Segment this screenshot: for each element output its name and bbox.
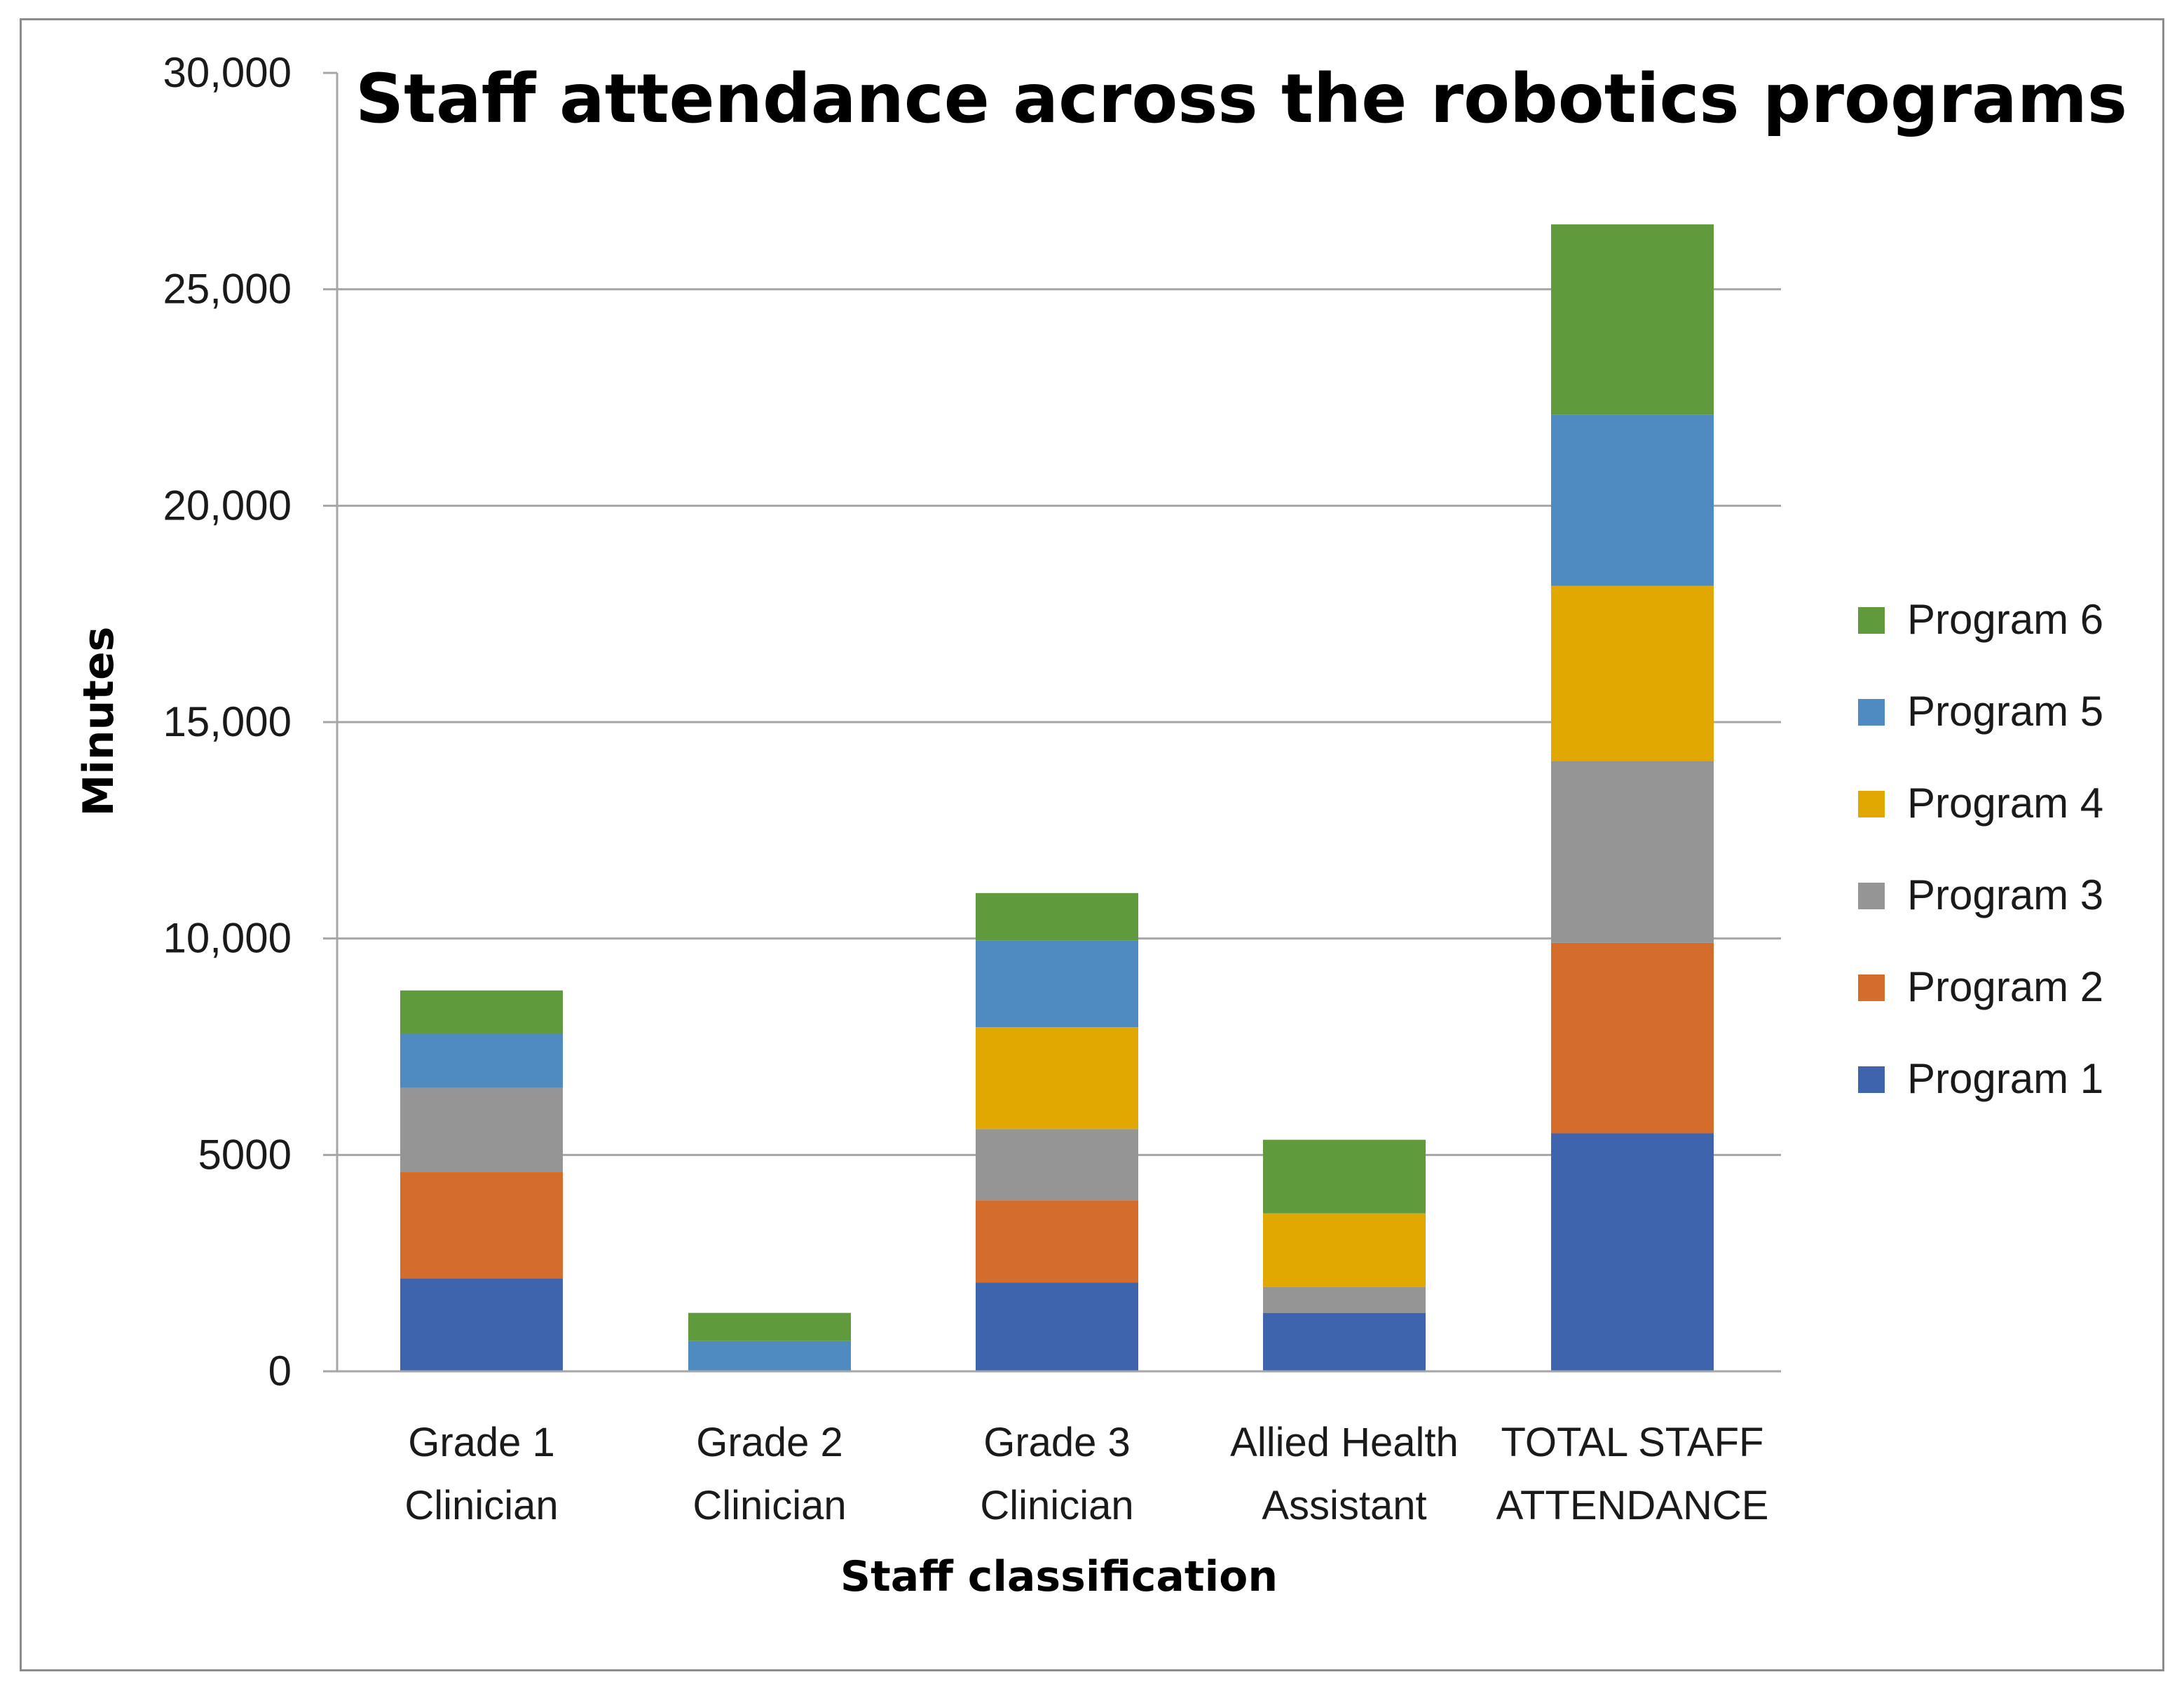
bar-segment-program-5 bbox=[976, 940, 1138, 1028]
chart-title: Staff attendance across the robotics pro… bbox=[355, 60, 2127, 138]
bar-segment-program-6 bbox=[1263, 1139, 1426, 1214]
chart-frame: Staff attendance across the robotics pro… bbox=[20, 18, 2164, 1671]
x-category-label: Clinician bbox=[404, 1483, 558, 1528]
legend-label: Program 6 bbox=[1907, 596, 2103, 643]
bar-segment-program-4 bbox=[1551, 585, 1714, 761]
bar-segment-program-1 bbox=[976, 1282, 1138, 1371]
axes bbox=[323, 72, 1781, 1373]
bar-segment-program-6 bbox=[976, 892, 1138, 941]
bar-segment-program-3 bbox=[400, 1087, 563, 1173]
bar-segment-program-3 bbox=[1551, 761, 1714, 943]
legend-swatch bbox=[1858, 974, 1885, 1001]
y-tick-label: 5000 bbox=[198, 1131, 292, 1178]
y-tick-label: 10,000 bbox=[163, 915, 292, 962]
bar-segment-program-3 bbox=[1263, 1286, 1426, 1313]
legend-label: Program 3 bbox=[1907, 871, 2103, 918]
y-tick-label: 20,000 bbox=[163, 482, 292, 529]
bar-segment-program-5 bbox=[1551, 414, 1714, 586]
legend-swatch bbox=[1858, 1066, 1885, 1093]
gridlines bbox=[337, 288, 1781, 1156]
bar-segment-program-6 bbox=[1551, 224, 1714, 415]
chart-svg: Staff attendance across the robotics pro… bbox=[74, 49, 2127, 1601]
bars bbox=[400, 224, 1714, 1371]
legend-swatch bbox=[1858, 607, 1885, 634]
bar-segment-program-5 bbox=[400, 1033, 563, 1088]
y-tick-label: 25,000 bbox=[163, 266, 292, 313]
bar-segment-program-4 bbox=[976, 1027, 1138, 1129]
x-category-label: Allied Health bbox=[1230, 1420, 1459, 1465]
bar-segment-program-5 bbox=[688, 1340, 851, 1371]
bar-segment-program-1 bbox=[400, 1278, 563, 1371]
x-category-label: Grade 3 bbox=[983, 1420, 1131, 1465]
legend-swatch bbox=[1858, 699, 1885, 726]
x-category-label: Assistant bbox=[1262, 1483, 1426, 1528]
legend-swatch bbox=[1858, 883, 1885, 909]
bar-segment-program-6 bbox=[400, 990, 563, 1034]
legend-swatch bbox=[1858, 791, 1885, 817]
bar-segment-program-1 bbox=[1551, 1133, 1714, 1371]
legend-label: Program 1 bbox=[1907, 1055, 2103, 1102]
y-axis-title: Minutes bbox=[74, 627, 123, 817]
bar-segment-program-3 bbox=[976, 1129, 1138, 1201]
x-category-label: Clinician bbox=[980, 1483, 1133, 1528]
x-category-label: Grade 1 bbox=[408, 1420, 555, 1465]
y-tick-labels: 0 5000 10,000 15,000 20,000 25,000 30,000 bbox=[163, 49, 292, 1394]
bar-segment-program-2 bbox=[400, 1172, 563, 1279]
bar-segment-program-2 bbox=[1551, 942, 1714, 1134]
x-axis-title: Staff classification bbox=[840, 1552, 1278, 1601]
y-tick-label: 15,000 bbox=[163, 698, 292, 745]
legend-label: Program 4 bbox=[1907, 780, 2103, 827]
legend-label: Program 5 bbox=[1907, 688, 2103, 735]
x-category-label: ATTENDANCE bbox=[1496, 1483, 1769, 1528]
bar-segment-program-1 bbox=[1263, 1312, 1426, 1371]
bar-segment-program-2 bbox=[976, 1200, 1138, 1283]
bar-segment-program-6 bbox=[688, 1312, 851, 1341]
x-category-label: Clinician bbox=[692, 1483, 846, 1528]
bar-segment-program-4 bbox=[1263, 1213, 1426, 1287]
x-category-labels: Grade 1 Clinician Grade 2 Clinician Grade 3 C… bbox=[404, 1420, 1768, 1528]
y-tick-label: 0 bbox=[268, 1347, 292, 1394]
y-tick-label: 30,000 bbox=[163, 49, 292, 96]
legend-label: Program 2 bbox=[1907, 963, 2103, 1010]
x-category-label: Grade 2 bbox=[696, 1420, 843, 1465]
x-category-label: TOTAL STAFF bbox=[1501, 1420, 1764, 1465]
legend: Program 6 Program 5 Program 4 Program 3 Prog… bbox=[1858, 596, 2103, 1102]
